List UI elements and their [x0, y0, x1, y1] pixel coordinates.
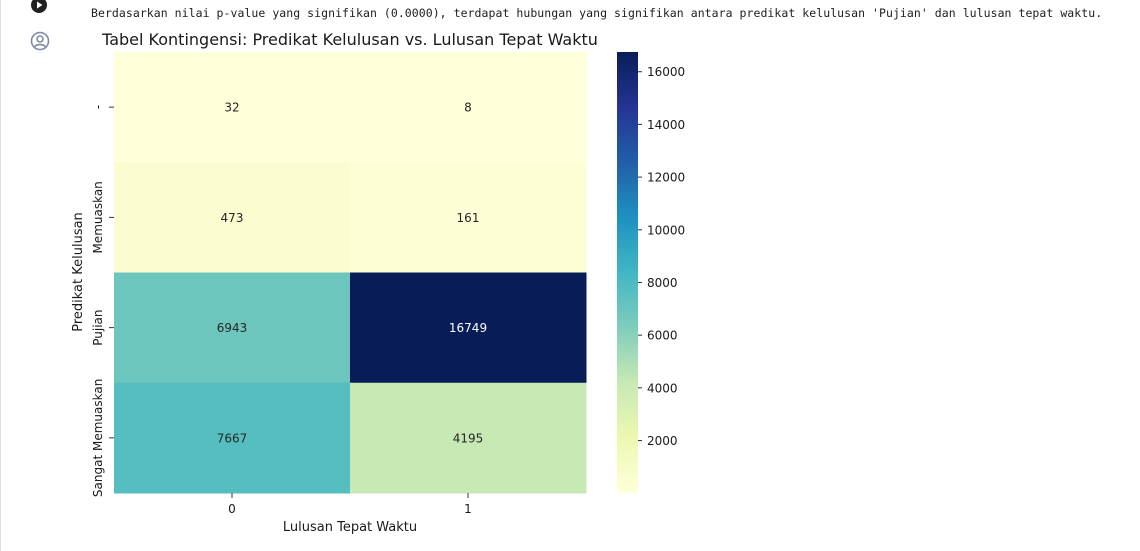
colorbar-tick-label: 10000: [647, 223, 685, 237]
x-tick-label: 0: [228, 502, 236, 516]
colorbar-tick-label: 16000: [647, 65, 685, 79]
chart-title: Tabel Kontingensi: Predikat Kelulusan vs…: [101, 30, 598, 49]
heatmap-cell: [350, 52, 587, 163]
colorbar-tick-label: 14000: [647, 118, 685, 132]
x-tick-label: 1: [464, 502, 472, 516]
y-tick-labels: - Memuaskan Pujian Sangat Memuaskan: [91, 105, 114, 497]
y-tick-label: Memuaskan: [91, 181, 105, 253]
heatmap-cell: [350, 382, 587, 494]
x-axis-label: Lulusan Tepat Waktu: [283, 520, 417, 535]
cell-gutter: [0, 0, 80, 551]
heatmap-cell: [114, 52, 351, 163]
y-tick-label: -: [91, 105, 105, 109]
colorbar-tick-label: 4000: [647, 381, 678, 395]
colorbar: [617, 52, 638, 493]
colorbar-tick-label: 2000: [647, 434, 678, 448]
cell-value-label: 32: [224, 101, 239, 115]
heatmap-cell: [350, 162, 587, 273]
colorbar-tick-label: 6000: [647, 329, 678, 343]
colorbar-tick-label: 12000: [647, 171, 685, 185]
heatmap-cells: 32 8 473 161 6943 16749 7667 4195: [114, 52, 587, 494]
colorbar-ticks: 2000 4000 6000 8000 10000 12000 14000 16000: [638, 65, 685, 448]
y-tick-label: Sangat Memuaskan: [91, 379, 105, 497]
cell-value-label: 4195: [453, 431, 484, 445]
heatmap-cell: [350, 272, 587, 384]
user-avatar-icon: [30, 31, 50, 51]
y-axis-label: Predikat Kelulusan: [71, 212, 86, 332]
cell-value-label: 161: [457, 211, 480, 225]
heatmap-cell: [114, 382, 351, 494]
colorbar-tick-label: 8000: [647, 276, 678, 290]
cell-value-label: 6943: [217, 321, 248, 335]
heatmap-cell: [114, 272, 351, 384]
cell-value-label: 7667: [217, 431, 248, 445]
y-tick-label: Pujian: [91, 309, 105, 345]
cell-value-label: 8: [464, 101, 472, 115]
output-text: Berdasarkan nilai p-value yang signifika…: [91, 6, 1103, 20]
play-circle-icon[interactable]: [30, 0, 48, 14]
cell-value-label: 16749: [449, 321, 487, 335]
heatmap-cell: [114, 162, 351, 273]
cell-value-label: 473: [221, 211, 244, 225]
cell-left-border: [0, 0, 1, 551]
